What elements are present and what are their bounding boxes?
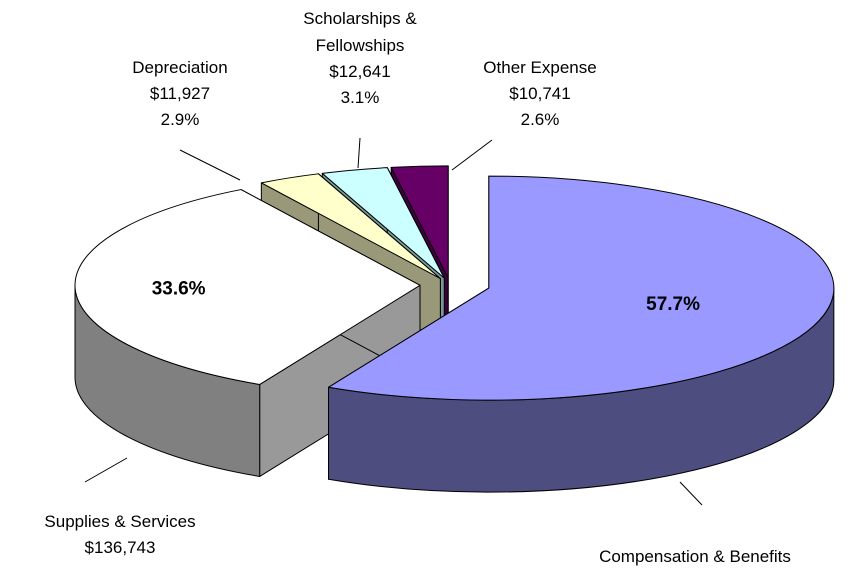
leader-line xyxy=(179,149,241,181)
slice-label: Depreciation $11,927 2.9% xyxy=(132,55,227,133)
value-label: $12,641 xyxy=(329,62,391,81)
leader-lines xyxy=(84,137,703,506)
percent-label: 2.6% xyxy=(520,110,560,129)
category-label: Supplies & Services xyxy=(44,512,196,531)
category-label: Scholarships & Fellowships xyxy=(303,9,417,55)
leader-line xyxy=(84,457,128,483)
slice-top xyxy=(328,175,835,401)
value-label: $11,927 xyxy=(149,84,211,103)
percent-label: 3.1% xyxy=(340,88,380,107)
leader-line xyxy=(451,139,493,171)
value-label: $136,743 xyxy=(84,538,156,557)
slice-label: Scholarships & Fellowships $12,641 3.1% xyxy=(295,5,425,111)
category-label: Compensation & Benefits xyxy=(599,547,791,566)
category-label: Depreciation xyxy=(132,58,228,77)
percent-label: 57.7% xyxy=(646,294,700,315)
slice-top xyxy=(74,189,421,385)
slice-top xyxy=(260,173,441,280)
slice-top xyxy=(390,165,449,279)
percent-label: 33.6% xyxy=(152,279,206,300)
leader-line xyxy=(679,481,703,506)
slice-label: Supplies & Services $136,743 xyxy=(44,509,195,561)
value-label: $10,741 xyxy=(509,84,571,103)
slice-label: Compensation & Benefits$234,609 xyxy=(599,544,791,571)
slice-label: Other Expense $10,741 2.6% xyxy=(483,55,596,133)
category-label: Other Expense xyxy=(483,58,597,77)
slice-top xyxy=(321,167,445,279)
percent-label: 2.9% xyxy=(160,110,200,129)
leader-line xyxy=(357,137,361,169)
slice xyxy=(328,175,835,493)
